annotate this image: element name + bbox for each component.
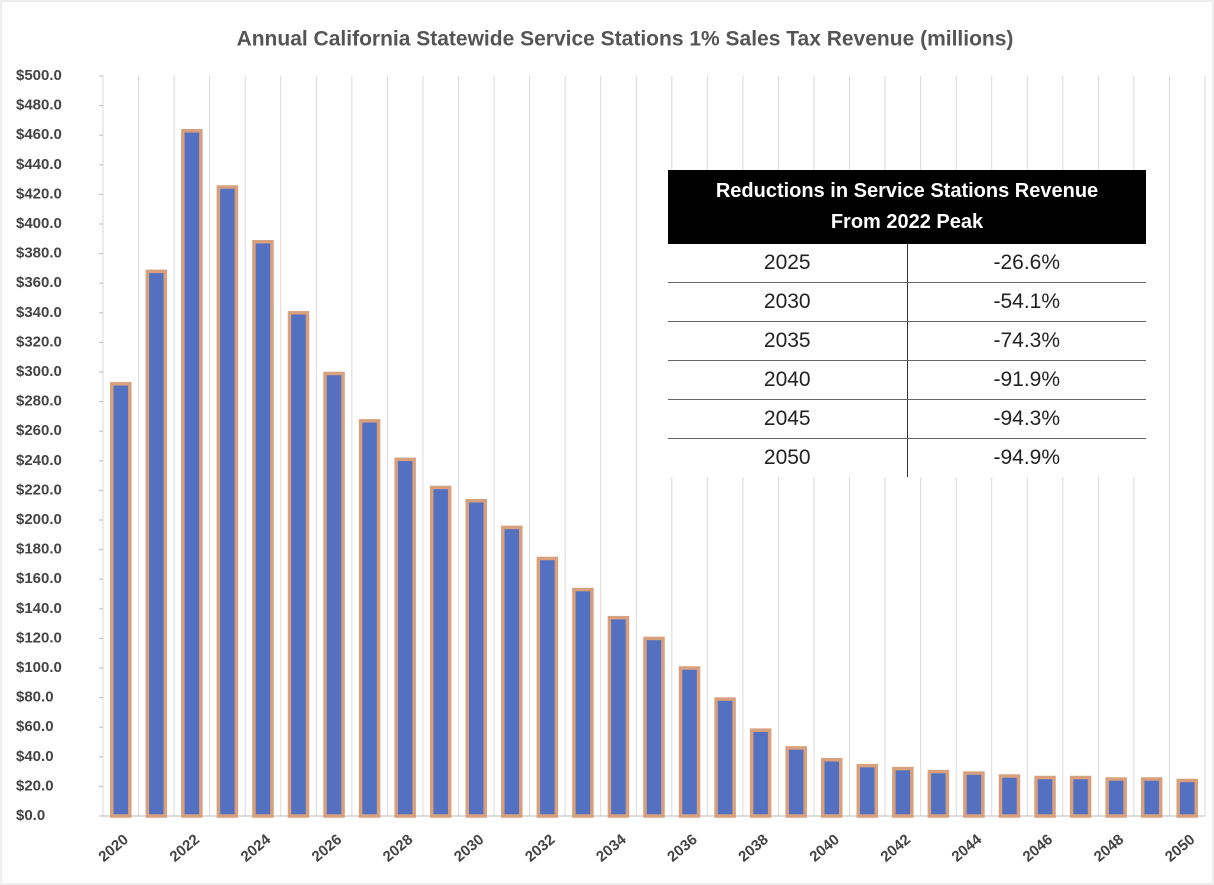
table-cell: -54.1% bbox=[993, 290, 1061, 313]
bar bbox=[1140, 777, 1163, 818]
y-tick-label: $20.0 bbox=[16, 777, 54, 794]
y-tick-label: $60.0 bbox=[16, 718, 54, 735]
y-tick-label: $320.0 bbox=[16, 333, 62, 350]
table-cell: 2035 bbox=[668, 322, 908, 360]
bar bbox=[287, 311, 310, 818]
y-tick-label: $480.0 bbox=[16, 97, 62, 114]
table-row: 2030 -54.1% bbox=[668, 283, 1146, 322]
y-tick-label: $360.0 bbox=[16, 274, 62, 291]
table-cell: 2050 bbox=[668, 439, 908, 477]
bar bbox=[1105, 777, 1127, 818]
table-cell: 2045 bbox=[668, 400, 908, 438]
bar bbox=[927, 769, 950, 818]
table-row: 2035 -74.3% bbox=[668, 322, 1146, 361]
table-cell: -74.3% bbox=[993, 329, 1061, 352]
y-tick-label: $100.0 bbox=[16, 659, 62, 676]
bar bbox=[252, 240, 274, 818]
y-tick-label: $400.0 bbox=[16, 215, 62, 232]
y-tick-label: $160.0 bbox=[16, 570, 62, 587]
bar bbox=[892, 766, 914, 818]
bar bbox=[678, 666, 701, 818]
table-cell: 2030 bbox=[668, 283, 908, 321]
table-cell: -94.9% bbox=[993, 446, 1061, 469]
y-tick-label: $140.0 bbox=[16, 600, 62, 617]
bar bbox=[963, 771, 985, 818]
y-tick-label: $260.0 bbox=[16, 422, 62, 439]
bar bbox=[714, 697, 736, 818]
y-tick-label: $220.0 bbox=[16, 481, 62, 498]
bar bbox=[323, 371, 345, 818]
bar bbox=[749, 728, 772, 818]
y-tick-label: $440.0 bbox=[16, 156, 62, 173]
y-tick-label: $460.0 bbox=[16, 126, 62, 143]
table-cell: -91.9% bbox=[993, 368, 1061, 391]
table-title: Reductions in Service Stations Revenue F… bbox=[668, 170, 1146, 244]
y-tick-label: $0.0 bbox=[16, 807, 45, 824]
table-row: 2050 -94.9% bbox=[668, 439, 1146, 477]
bar bbox=[501, 525, 523, 818]
y-tick-label: $40.0 bbox=[16, 748, 54, 765]
bar bbox=[358, 419, 381, 818]
y-tick-label: $240.0 bbox=[16, 452, 62, 469]
table-row: 2045 -94.3% bbox=[668, 400, 1146, 439]
bar bbox=[856, 763, 879, 818]
bar bbox=[536, 556, 559, 818]
bar bbox=[643, 636, 665, 818]
bar bbox=[465, 499, 488, 818]
bar bbox=[429, 485, 452, 818]
bar bbox=[785, 746, 807, 818]
bar bbox=[1069, 775, 1092, 818]
y-tick-label: $80.0 bbox=[16, 689, 54, 706]
y-tick-label: $120.0 bbox=[16, 629, 62, 646]
y-tick-label: $200.0 bbox=[16, 511, 62, 528]
y-tick-label: $500.0 bbox=[16, 67, 62, 84]
bar bbox=[110, 382, 132, 818]
bar bbox=[607, 615, 630, 818]
chart-title: Annual California Statewide Service Stat… bbox=[237, 28, 1014, 51]
table-cell: -26.6% bbox=[993, 251, 1061, 274]
bar bbox=[1176, 778, 1198, 818]
table-cell: -94.3% bbox=[993, 407, 1061, 430]
y-tick-label: $340.0 bbox=[16, 304, 62, 321]
bar bbox=[820, 758, 843, 818]
bar bbox=[181, 129, 203, 818]
bar bbox=[1034, 775, 1056, 818]
table-row: 2025 -26.6% bbox=[668, 244, 1146, 283]
bar bbox=[394, 457, 416, 818]
bar bbox=[998, 774, 1021, 818]
bar bbox=[216, 185, 239, 818]
inset-table: Reductions in Service Stations Revenue F… bbox=[668, 170, 1146, 477]
bar bbox=[145, 269, 168, 818]
table-row: 2040 -91.9% bbox=[668, 361, 1146, 400]
y-tick-label: $420.0 bbox=[16, 185, 62, 202]
bar bbox=[572, 587, 594, 818]
y-tick-label: $280.0 bbox=[16, 393, 62, 410]
y-tick-label: $300.0 bbox=[16, 363, 62, 380]
table-cell: 2040 bbox=[668, 361, 908, 399]
y-tick-label: $180.0 bbox=[16, 541, 62, 558]
table-cell: 2025 bbox=[668, 244, 908, 282]
y-tick-label: $380.0 bbox=[16, 245, 62, 262]
